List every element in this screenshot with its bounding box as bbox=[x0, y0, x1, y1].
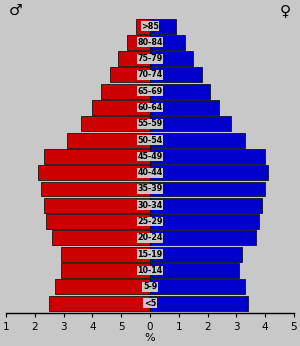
Bar bbox=[46, 214, 150, 229]
Text: 50-54: 50-54 bbox=[137, 136, 163, 145]
Bar bbox=[150, 198, 262, 213]
Bar bbox=[150, 214, 260, 229]
Text: >85: >85 bbox=[141, 21, 159, 30]
Bar bbox=[150, 133, 245, 148]
Text: ♂: ♂ bbox=[9, 3, 22, 18]
Text: 40-44: 40-44 bbox=[137, 168, 163, 177]
Bar bbox=[118, 51, 150, 66]
Bar bbox=[127, 35, 150, 50]
Bar bbox=[150, 149, 265, 164]
Text: 20-24: 20-24 bbox=[137, 233, 163, 242]
Bar bbox=[92, 100, 150, 115]
Bar bbox=[150, 67, 202, 82]
Bar bbox=[150, 182, 265, 197]
Bar bbox=[101, 84, 150, 99]
Text: 35-39: 35-39 bbox=[137, 184, 163, 193]
Bar bbox=[67, 133, 150, 148]
Bar bbox=[61, 263, 150, 278]
Text: 80-84: 80-84 bbox=[137, 38, 163, 47]
Text: 5-9: 5-9 bbox=[143, 282, 157, 291]
Text: 45-49: 45-49 bbox=[137, 152, 163, 161]
Bar bbox=[150, 84, 210, 99]
Text: ♀: ♀ bbox=[280, 3, 291, 18]
Bar bbox=[150, 295, 248, 310]
Bar bbox=[150, 116, 231, 131]
Bar bbox=[38, 165, 150, 180]
Bar bbox=[110, 67, 150, 82]
Bar bbox=[81, 116, 150, 131]
Bar bbox=[52, 230, 150, 245]
Bar bbox=[150, 35, 184, 50]
Bar bbox=[150, 100, 219, 115]
Text: 60-64: 60-64 bbox=[137, 103, 163, 112]
Text: 75-79: 75-79 bbox=[137, 54, 163, 63]
Bar bbox=[44, 198, 150, 213]
Bar bbox=[40, 182, 150, 197]
Text: 70-74: 70-74 bbox=[137, 71, 163, 80]
Bar bbox=[150, 165, 268, 180]
Bar bbox=[55, 279, 150, 294]
Text: 55-59: 55-59 bbox=[137, 119, 163, 128]
Text: <5: <5 bbox=[144, 299, 156, 308]
Bar bbox=[44, 149, 150, 164]
Bar bbox=[150, 19, 176, 34]
Bar bbox=[150, 230, 256, 245]
Bar bbox=[150, 51, 193, 66]
Bar bbox=[150, 263, 239, 278]
X-axis label: %: % bbox=[145, 333, 155, 343]
Text: 30-34: 30-34 bbox=[137, 201, 163, 210]
Bar bbox=[49, 295, 150, 310]
Text: 10-14: 10-14 bbox=[137, 266, 163, 275]
Bar bbox=[136, 19, 150, 34]
Bar bbox=[150, 279, 245, 294]
Text: 25-29: 25-29 bbox=[137, 217, 163, 226]
Text: 15-19: 15-19 bbox=[137, 250, 163, 259]
Text: 65-69: 65-69 bbox=[137, 87, 163, 96]
Bar bbox=[61, 247, 150, 262]
Bar bbox=[150, 247, 242, 262]
